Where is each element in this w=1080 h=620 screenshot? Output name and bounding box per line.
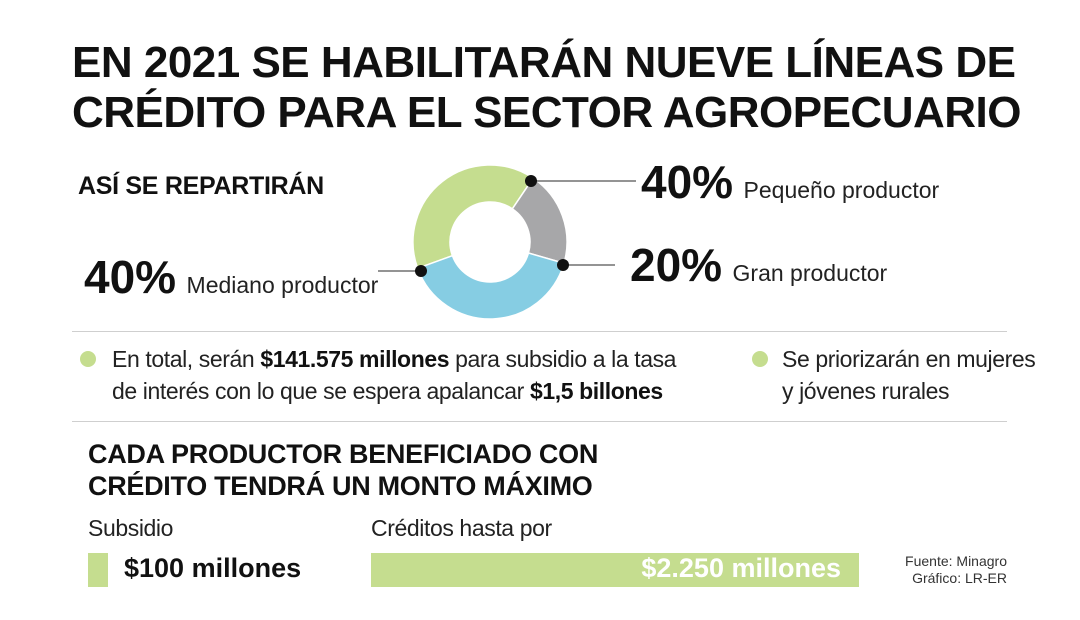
- donut-chart: [412, 164, 568, 320]
- slice-name-mediano: Mediano productor: [186, 272, 379, 298]
- slice-name-gran: Gran productor: [732, 260, 888, 286]
- chart-subtitle: ASÍ SE REPARTIRÁN: [78, 172, 324, 200]
- bullet-dot-right: [752, 351, 768, 367]
- subsidy-bar: [88, 553, 108, 587]
- divider-bottom: [72, 421, 1007, 422]
- bullet-dot-left: [80, 351, 96, 367]
- credit-label: Créditos hasta por: [371, 515, 552, 541]
- title-line-2: CRÉDITO PARA EL SECTOR AGROPECUARIO: [72, 88, 1021, 137]
- slice-value-pequeno: 40%: [641, 156, 734, 208]
- credit-bar: [371, 553, 859, 587]
- credit-value: $2.250 millones: [641, 553, 841, 583]
- source-credit: Fuente: Minagro Gráfico: LR-ER: [905, 553, 1007, 586]
- donut-slice-mediano: [416, 252, 565, 320]
- note-amount-subsidy: $141.575 millones: [260, 346, 450, 372]
- donut-slice-pequeno: [412, 164, 535, 270]
- title-line-1: EN 2021 SE HABILITARÁN NUEVE LÍNEAS DE: [72, 38, 1016, 87]
- slice-value-mediano: 40%: [84, 251, 177, 303]
- note-priority: Se priorizarán en mujeres y jóvenes rura…: [782, 346, 1036, 404]
- subsidy-label: Subsidio: [88, 515, 174, 541]
- slice-label-mediano: 40% Mediano productor: [84, 252, 378, 302]
- note-amount-leverage: $1,5 billones: [529, 378, 663, 404]
- leader-dot-mediano: [415, 265, 427, 277]
- divider-top: [72, 331, 1007, 332]
- leader-dot-gran: [557, 259, 569, 271]
- leader-dot-pequeno: [525, 175, 537, 187]
- slice-name-pequeno: Pequeño productor: [743, 177, 940, 203]
- page-title: EN 2021 SE HABILITARÁN NUEVE LÍNEAS DE C…: [72, 38, 1032, 138]
- section-heading: CADA PRODUCTOR BENEFICIADO CON CRÉDITO T…: [88, 439, 599, 501]
- slice-label-pequeno: 40% Pequeño productor: [641, 157, 939, 207]
- note-funding: En total, serán $141.575 millones para s…: [112, 346, 677, 404]
- subsidy-value: $100 millones: [124, 553, 302, 583]
- slice-value-gran: 20%: [630, 239, 723, 291]
- slice-label-gran: 20% Gran productor: [630, 240, 887, 290]
